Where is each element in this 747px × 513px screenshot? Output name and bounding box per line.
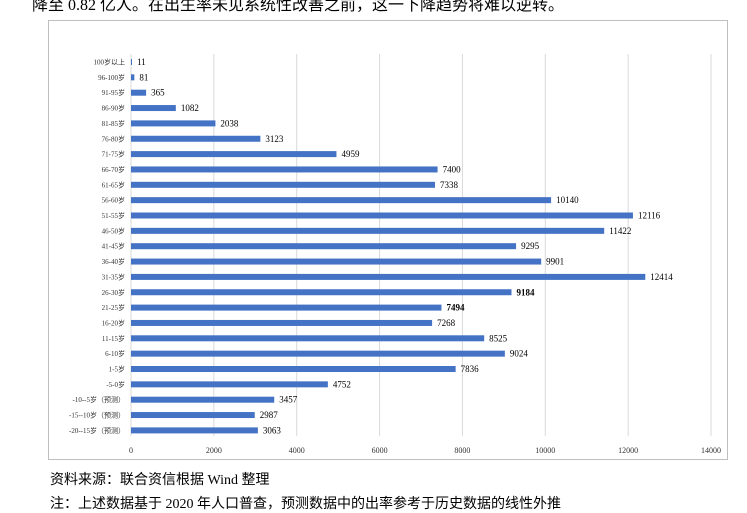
bar — [131, 151, 337, 158]
x-tick-label: 4000 — [289, 446, 305, 455]
bar — [131, 381, 328, 388]
bar — [131, 412, 255, 419]
value-label: 9295 — [521, 241, 540, 251]
value-label: 4752 — [333, 379, 351, 389]
value-label: 3063 — [263, 425, 282, 435]
bar — [131, 258, 542, 265]
bar — [131, 335, 485, 342]
value-label: 11 — [137, 57, 146, 67]
bar — [131, 243, 517, 250]
value-label: 9184 — [516, 287, 535, 297]
bar — [131, 120, 216, 127]
value-label: 12116 — [638, 211, 661, 221]
value-label: 7494 — [446, 303, 465, 313]
bar — [131, 273, 646, 280]
category-label: 1-5岁 — [109, 365, 125, 374]
x-tick-label: 8000 — [454, 446, 470, 455]
source-note: 资料来源：联合资信根据 Wind 整理 — [50, 473, 270, 488]
bar-chart: 100岁以上 96-100岁 91-95岁 86-90岁 81-85岁 76-80岁 71-… — [69, 54, 721, 455]
bar — [131, 227, 605, 234]
x-tick-labels: 0 2000 4000 6000 8000 10000 12000 14000 — [129, 446, 721, 455]
category-label: 71-75岁 — [102, 150, 125, 159]
category-labels: 100岁以上 96-100岁 91-95岁 86-90岁 81-85岁 76-80岁 71-… — [69, 58, 125, 435]
value-label: 9024 — [510, 349, 529, 359]
bar — [131, 166, 438, 173]
value-label: 365 — [151, 88, 165, 98]
value-label: 11422 — [609, 226, 631, 236]
category-label: 96-100岁 — [98, 73, 125, 82]
value-label: 2987 — [260, 410, 279, 420]
bar — [131, 304, 442, 311]
category-label: 31-35岁 — [102, 272, 125, 281]
value-label: 7338 — [440, 180, 459, 190]
bar — [131, 74, 135, 81]
value-label: 81 — [139, 72, 148, 82]
bar — [131, 427, 258, 434]
x-tick-label: 2000 — [206, 446, 222, 455]
value-label: 8525 — [489, 333, 508, 343]
value-label: 12414 — [650, 272, 673, 282]
value-label: 7836 — [461, 364, 480, 374]
bar — [131, 197, 552, 204]
chart-frame: 100岁以上 96-100岁 91-95岁 86-90岁 81-85岁 76-80岁 71-… — [48, 20, 728, 460]
bar — [131, 396, 275, 403]
category-label: 76-80岁 — [102, 134, 125, 143]
category-label: 100岁以上 — [94, 58, 126, 67]
category-label: 41-45岁 — [102, 242, 125, 251]
value-label: 7268 — [437, 318, 456, 328]
category-label: 36-40岁 — [102, 257, 125, 266]
x-tick-label: 12000 — [618, 446, 638, 455]
category-label: 16-20岁 — [102, 318, 125, 327]
bar — [131, 350, 505, 357]
category-label: 66-70岁 — [102, 165, 125, 174]
bar — [131, 181, 436, 188]
x-tick-label: 10000 — [535, 446, 555, 455]
bar — [131, 135, 261, 142]
category-label: 11-15岁 — [102, 334, 125, 343]
value-label: 4959 — [341, 149, 360, 159]
category-label: -5-0岁 — [106, 380, 125, 389]
bar — [131, 105, 176, 112]
value-label: 3457 — [279, 395, 298, 405]
bar — [131, 59, 132, 65]
value-label: 1082 — [181, 103, 199, 113]
value-label: 7400 — [443, 164, 462, 174]
value-label: 9901 — [546, 257, 564, 267]
category-label: 56-60岁 — [102, 196, 125, 205]
category-label: 26-30岁 — [102, 288, 125, 297]
category-label: -10--5岁（预测） — [73, 395, 126, 404]
value-label: 2038 — [220, 118, 239, 128]
x-tick-label: 0 — [129, 446, 133, 455]
value-label: 10140 — [556, 195, 579, 205]
category-label: 86-90岁 — [102, 104, 125, 113]
category-label: 91-95岁 — [102, 88, 125, 97]
category-label: 6-10岁 — [105, 349, 125, 358]
x-tick-label: 14000 — [701, 446, 721, 455]
bars — [131, 59, 646, 434]
value-label: 3123 — [265, 134, 284, 144]
bar — [131, 89, 147, 96]
category-label: 51-55岁 — [102, 211, 125, 220]
footnote: 注：上述数据基于 2020 年人口普查，预测数据中的出率参考于历史数据的线性外推 — [50, 497, 561, 512]
category-label: 81-85岁 — [102, 119, 125, 128]
category-label: 61-65岁 — [102, 180, 125, 189]
bar — [131, 366, 456, 372]
category-label: -15--10岁（预测） — [69, 411, 125, 420]
bar — [131, 289, 512, 296]
category-label: 46-50岁 — [102, 226, 125, 235]
x-tick-label: 6000 — [372, 446, 388, 455]
category-label: 21-25岁 — [102, 303, 125, 312]
bar — [131, 319, 433, 326]
category-label: -20--15岁（预测） — [69, 426, 125, 435]
bar — [131, 212, 633, 219]
top-text: 降至 0.82 亿人。在出生率未见系统性改善之前，这一下降趋势将难以逆转。 — [32, 0, 565, 14]
